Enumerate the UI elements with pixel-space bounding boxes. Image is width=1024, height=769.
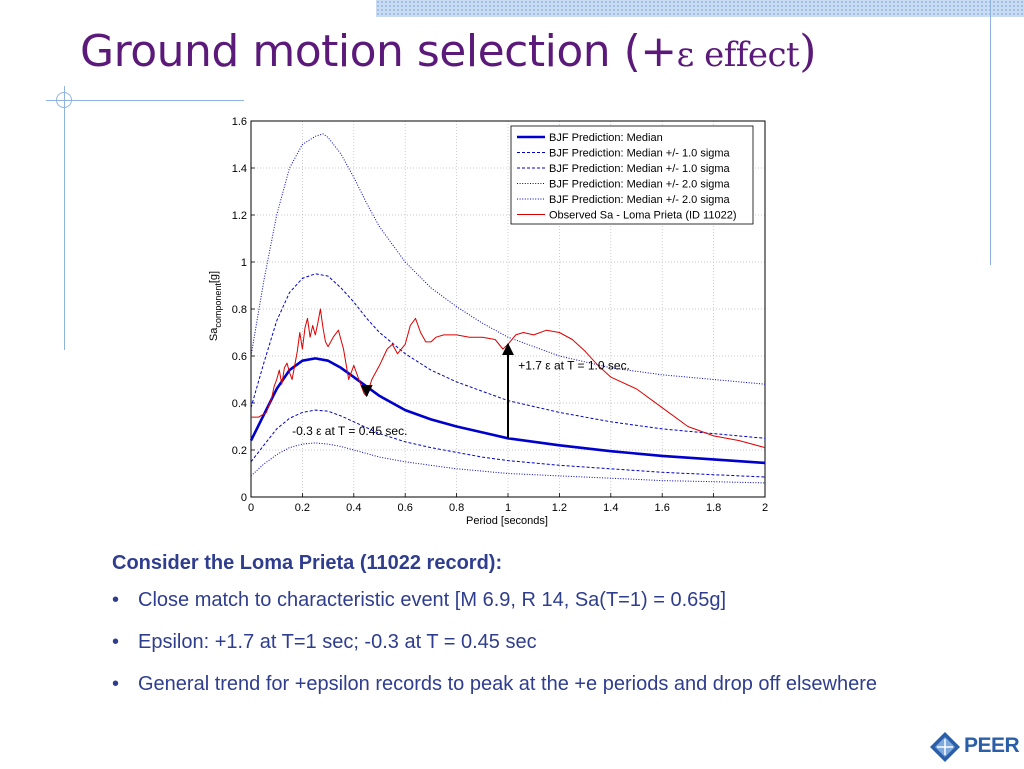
series-line: [250, 133, 766, 385]
legend-entries: BJF Prediction: Median BJF Prediction: Me…: [517, 132, 737, 222]
chart-annotations: +1.7 ε at T = 1.0 sec. -0.3 ε at T = 0.45…: [292, 343, 630, 439]
epsilon-annotation: +1.7 ε at T = 1.0 sec.: [518, 358, 630, 372]
x-tick-label: 1.4: [603, 502, 618, 514]
x-axis-label: Period [seconds]: [466, 515, 548, 527]
title-effect: effect: [693, 35, 800, 75]
legend-label: BJF Prediction: Median +/- 2.0 sigma: [549, 194, 731, 206]
left-decorative-rule: [64, 86, 65, 350]
y-tick-label: 0.6: [232, 351, 247, 363]
title-close-paren: ): [799, 26, 816, 77]
x-tick-label: 0.8: [449, 502, 464, 514]
epsilon-annotation: -0.3 ε at T = 0.45 sec.: [292, 424, 407, 438]
body-heading: Consider the Loma Prieta (11022 record):: [112, 552, 503, 574]
title-underline-rule: [46, 100, 244, 101]
spectral-acceleration-chart: 0 0.2 0.4 0.6 0.8 1 1.2 1.4 1.6 1.8 2 0 0.2 0.4 0.6 0.8…: [208, 116, 768, 527]
x-tick-label: 0.4: [346, 502, 361, 514]
y-tick-label: 1: [241, 257, 247, 269]
legend-label: BJF Prediction: Median +/- 1.0 sigma: [549, 163, 731, 175]
y-tick-label: 1.6: [232, 116, 247, 128]
bullet-marker: •: [112, 631, 120, 653]
series-line: [250, 442, 766, 484]
x-tick-label: 2: [762, 502, 768, 514]
bullet-marker: •: [112, 673, 120, 695]
bullet-list: • Close match to characteristic event [M …: [112, 587, 952, 697]
bullet-item: • General trend for +epsilon records to p…: [112, 671, 952, 697]
y-tick-label: 0.2: [232, 445, 247, 457]
bullet-item: • Epsilon: +1.7 at T=1 sec; -0.3 at T = 0…: [112, 629, 952, 655]
y-tick-label: 1.2: [232, 210, 247, 222]
x-tick-label: 0.2: [295, 502, 310, 514]
x-tick-label: 1.6: [655, 502, 670, 514]
chart-ticks: 0 0.2 0.4 0.6 0.8 1 1.2 1.4 1.6 1.8 2 0 0.2 0.4 0.6 0.8…: [232, 116, 768, 514]
y-axis-label-main: Sa: [208, 327, 220, 341]
x-tick-label: 1.8: [706, 502, 721, 514]
series-line: [250, 273, 766, 439]
title-epsilon: ε: [676, 35, 695, 75]
y-tick-label: 0.8: [232, 304, 247, 316]
legend-label: BJF Prediction: Median +/- 2.0 sigma: [549, 179, 731, 191]
chart-legend: [510, 125, 754, 225]
peer-logo: PEER: [928, 730, 1020, 764]
series-line: [249, 357, 766, 465]
y-tick-label: 0.4: [232, 398, 247, 410]
x-tick-label: 0.6: [398, 502, 413, 514]
y-tick-label: 1.4: [232, 163, 247, 175]
x-tick-label: 1: [505, 502, 511, 514]
slide-title: Ground motion selection (+ε effect): [80, 26, 816, 77]
peer-logo-text: PEER: [964, 734, 1020, 757]
y-axis-label-sub: component: [213, 283, 223, 328]
title-main: Ground motion selection (+: [80, 26, 677, 77]
bullet-text: General trend for +epsilon records to pe…: [138, 673, 877, 695]
legend-label: BJF Prediction: Median: [549, 132, 663, 144]
legend-label: BJF Prediction: Median +/- 1.0 sigma: [549, 148, 731, 160]
y-axis-label-unit: [g]: [208, 271, 220, 283]
slide-body: Consider the Loma Prieta (11022 record):…: [112, 552, 952, 713]
bullet-text: Close match to characteristic event [M 6…: [138, 589, 727, 611]
y-tick-label: 0: [241, 492, 247, 504]
top-decorative-band: [376, 0, 1024, 17]
series-line: [250, 409, 766, 478]
peer-logo-diamond-icon: [930, 732, 960, 762]
bullet-marker: •: [112, 589, 120, 611]
y-axis-label: Sacomponent[g]: [208, 271, 223, 341]
bullet-item: • Close match to characteristic event [M …: [112, 587, 952, 613]
x-tick-label: 1.2: [552, 502, 567, 514]
registration-mark: [56, 92, 72, 108]
legend-label: Observed Sa - Loma Prieta (ID 11022): [549, 210, 737, 222]
x-tick-label: 0: [248, 502, 254, 514]
bullet-text: Epsilon: +1.7 at T=1 sec; -0.3 at T = 0.…: [138, 631, 537, 653]
right-decorative-rule: [990, 0, 991, 265]
